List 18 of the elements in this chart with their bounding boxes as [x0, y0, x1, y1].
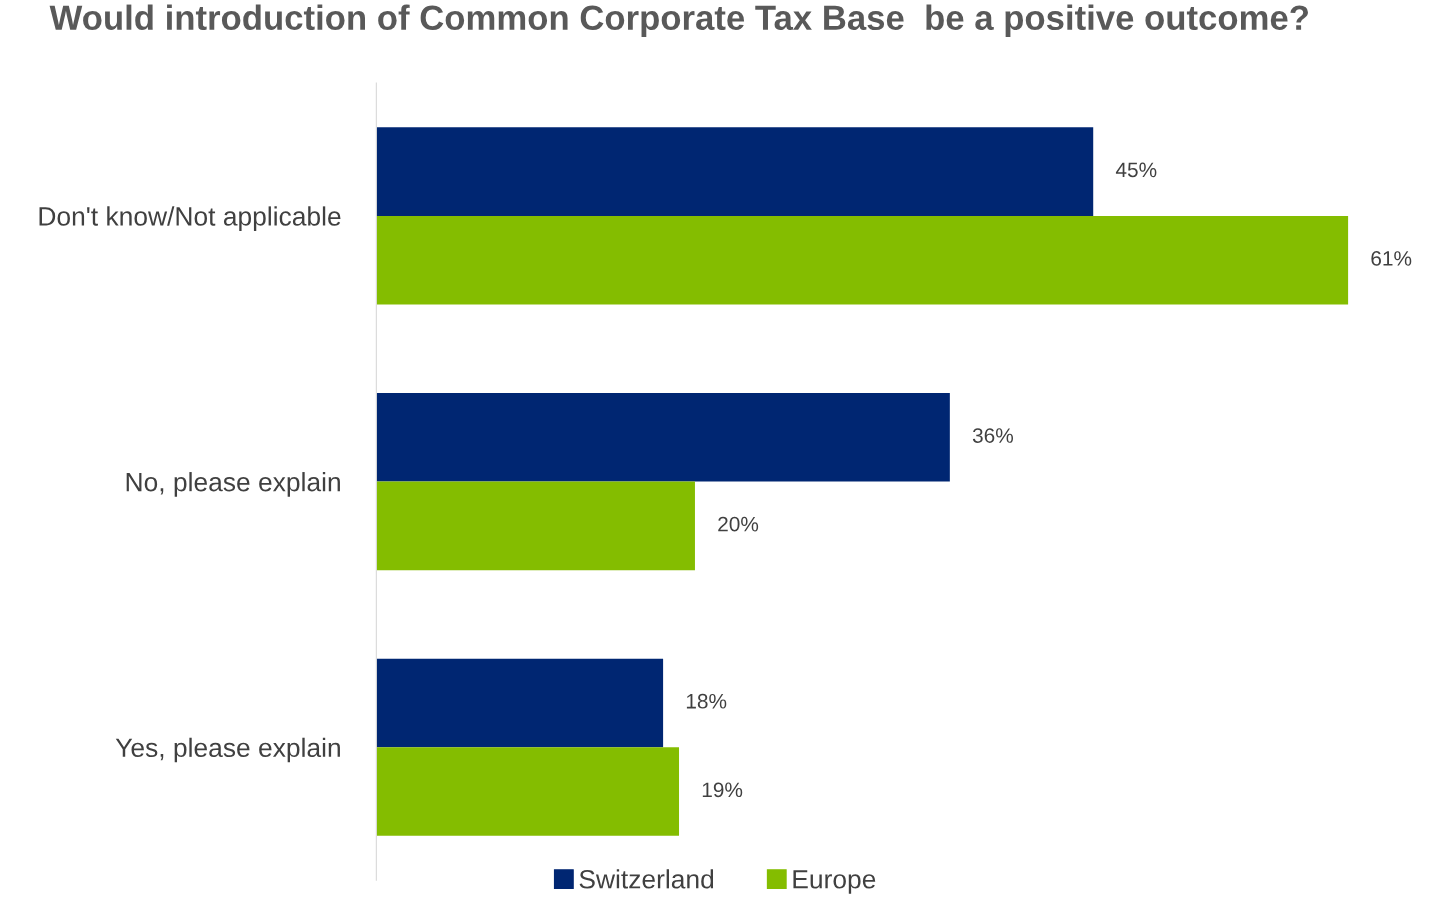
bar	[376, 393, 950, 482]
bar	[376, 127, 1094, 216]
y-tick-label: Yes, please explain	[115, 737, 340, 763]
data-label: 36%	[972, 428, 1014, 443]
data-label: 19%	[702, 782, 743, 798]
legend-label: Switzerland	[579, 869, 714, 889]
bar	[376, 747, 680, 836]
bar	[376, 481, 695, 571]
chart-title: Would introduction of Common Corporate Tax Base be a positive outcome?	[49, 4, 1308, 37]
data-label: 20%	[718, 516, 759, 532]
bar	[376, 215, 1349, 305]
y-tick-label: No, please explain	[126, 472, 340, 497]
bar	[376, 658, 664, 748]
data-label: 45%	[1115, 162, 1157, 178]
legend-label: Europe	[793, 870, 876, 894]
data-label: 18%	[686, 693, 727, 709]
data-label: 61%	[1371, 251, 1412, 266]
y-tick-label: Don't know/Not applicable	[39, 206, 341, 231]
